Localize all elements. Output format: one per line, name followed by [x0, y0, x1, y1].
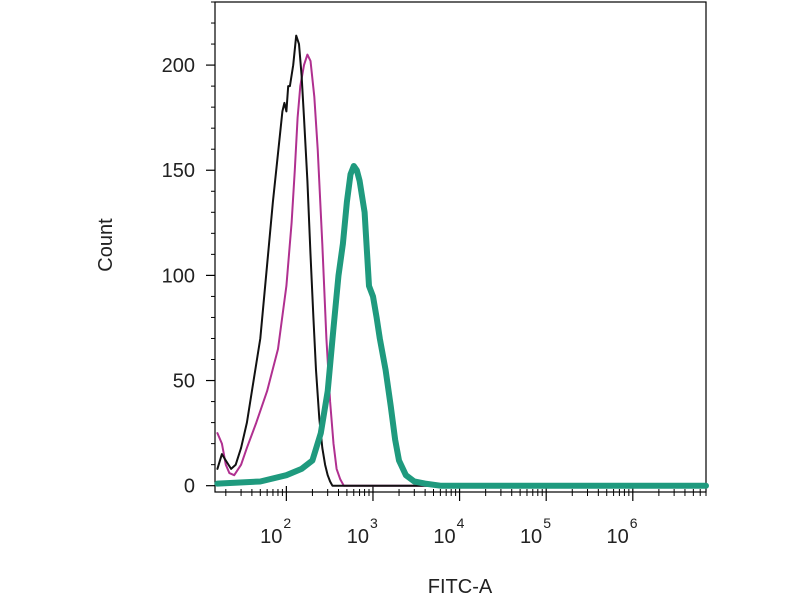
y-tick-label: 50: [173, 371, 195, 393]
x-tick-label: 105: [520, 515, 551, 548]
x-tick-label-exponent: 6: [630, 515, 638, 531]
x-tick-label-exponent: 5: [543, 515, 551, 531]
x-tick-label-base: 10: [607, 526, 629, 548]
histogram-series-2: [216, 53, 707, 487]
x-tick-label-base: 10: [347, 526, 369, 548]
x-tick-label-base: 10: [433, 526, 455, 548]
x-tick-label: 103: [347, 515, 378, 548]
x-tick-label-base: 10: [260, 526, 282, 548]
x-tick-label-exponent: 3: [370, 515, 378, 531]
plot-frame: [214, 1, 707, 493]
x-tick-label-exponent: 2: [283, 515, 291, 531]
x-tick-label-exponent: 4: [457, 515, 465, 531]
y-tick-label: 200: [162, 55, 195, 77]
y-tick-label: 0: [184, 476, 195, 498]
x-tick-label: 102: [260, 515, 291, 548]
x-tick-label-base: 10: [520, 526, 542, 548]
x-axis-title: FITC-A: [428, 576, 493, 598]
y-tick-label: 150: [162, 160, 195, 182]
x-tick-label: 104: [433, 515, 464, 548]
y-tick-label: 100: [162, 265, 195, 287]
x-tick-label: 106: [607, 515, 638, 548]
histogram-series-3: [214, 163, 709, 489]
y-axis-title: Count: [95, 218, 117, 272]
histogram-series-1: [216, 34, 707, 487]
